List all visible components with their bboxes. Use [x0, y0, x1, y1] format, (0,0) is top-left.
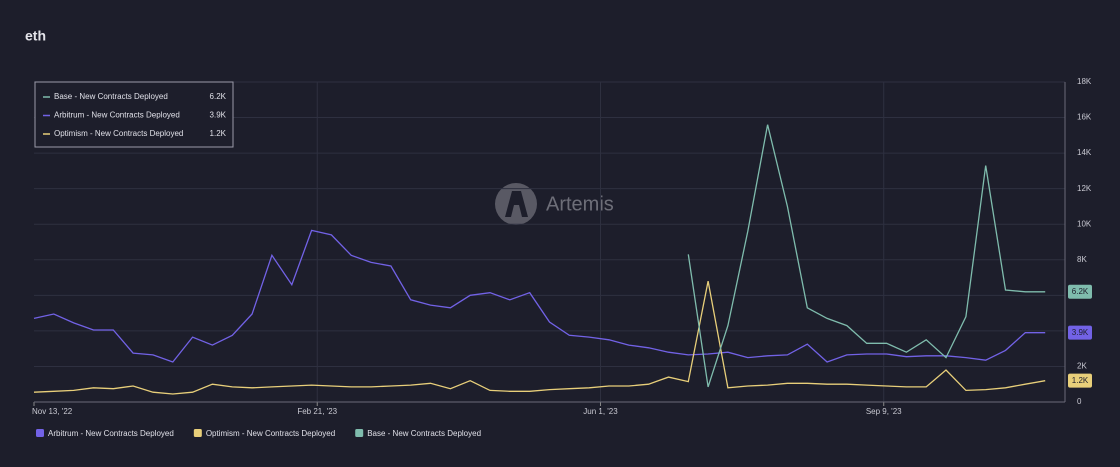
- series-line: [687, 124, 1046, 388]
- value-badge-label: 1.2K: [1072, 376, 1089, 385]
- x-tick-label: Jun 1, '23: [583, 407, 618, 416]
- x-tick-label: Sep 9, '23: [866, 407, 902, 416]
- y-tick-label: 14K: [1077, 148, 1092, 157]
- legend-label: Arbitrum - New Contracts Deployed: [54, 111, 180, 120]
- value-badge: [1068, 325, 1092, 340]
- y-tick-label: 10K: [1077, 219, 1092, 228]
- value-badge-label: 3.9K: [1072, 328, 1089, 337]
- y-tick-label: 0: [1077, 397, 1082, 406]
- watermark-glyph: [505, 191, 528, 217]
- legend-swatch: [36, 429, 44, 437]
- y-tick-label: 16K: [1077, 113, 1092, 122]
- legend-label: Base - New Contracts Deployed: [367, 429, 481, 438]
- legend-swatch: [193, 429, 202, 437]
- legend-value: 3.9K: [210, 111, 227, 120]
- legend: Base - New Contracts Deployed 6.2K Arbitru…: [34, 81, 234, 148]
- value-badge: [1068, 284, 1092, 299]
- series-line: [33, 280, 1046, 395]
- chart-title: eth: [25, 28, 46, 44]
- x-tick-label: Feb 21, '23: [297, 407, 337, 416]
- watermark-text: Artemis: [546, 193, 614, 215]
- legend-label: Arbitrum - New Contracts Deployed: [48, 429, 174, 438]
- legend-box: [34, 81, 234, 148]
- legend-value: 6.2K: [210, 92, 227, 101]
- value-badge: [1068, 373, 1092, 388]
- value-badge-label: 6.2K: [1072, 287, 1089, 296]
- y-tick-label: 2K: [1077, 362, 1087, 371]
- x-tick-label: Nov 13, '22: [32, 407, 73, 416]
- legend-label: Optimism - New Contracts Deployed: [206, 429, 335, 438]
- y-tick-label: 8K: [1077, 255, 1087, 264]
- y-tick-label: 18K: [1077, 77, 1092, 86]
- legend-swatch: [355, 429, 364, 437]
- y-tick-label: 12K: [1077, 184, 1092, 193]
- legend-label: Base - New Contracts Deployed: [54, 92, 168, 101]
- watermark: Artemis: [495, 183, 614, 225]
- legend-value: 1.2K: [210, 129, 227, 138]
- series-line: [33, 229, 1046, 363]
- legend-label: Optimism - New Contracts Deployed: [54, 129, 183, 138]
